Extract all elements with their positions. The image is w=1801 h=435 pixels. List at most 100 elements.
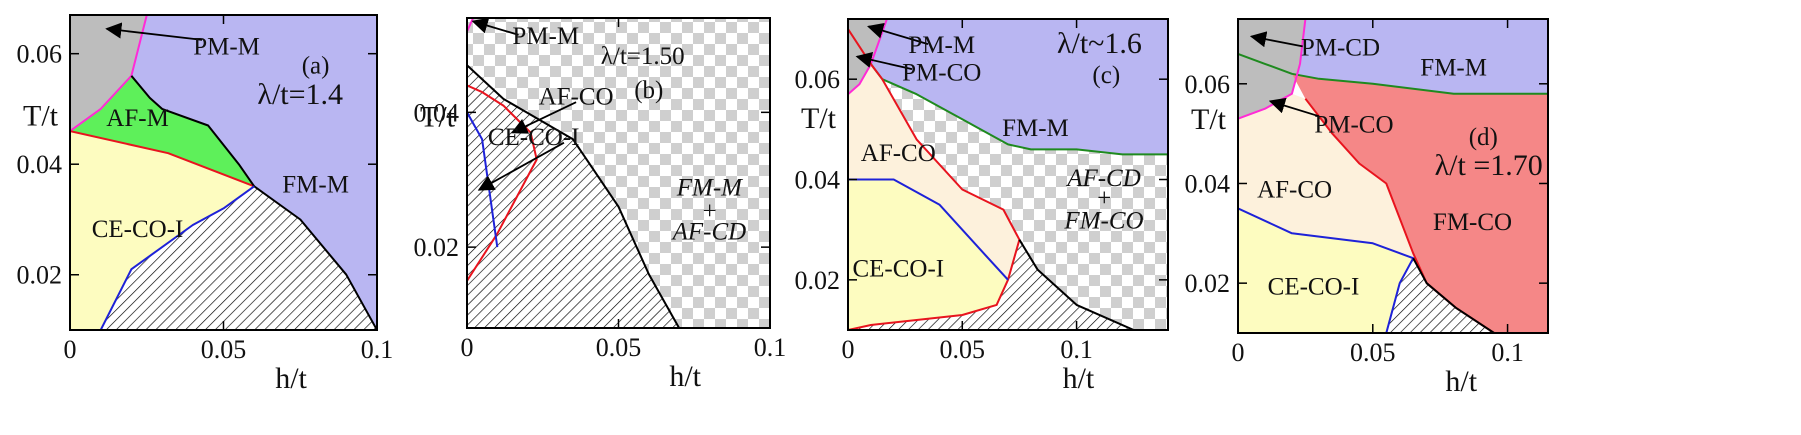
- boundary-red_line-1: [467, 84, 538, 282]
- region-label: +: [1096, 185, 1113, 212]
- boundary-magenta-1: [1238, 19, 1307, 120]
- annotation-arrow: [105, 22, 203, 41]
- x-tick-label: 0.05: [1350, 338, 1396, 367]
- region-label: AF-CD: [671, 218, 747, 245]
- boundary-black-4: [1018, 239, 1135, 330]
- y-tick-label: 0.02: [414, 233, 460, 262]
- region-blue_region-1: [870, 19, 1168, 155]
- region-label: FM-M: [1420, 54, 1487, 81]
- x-tick-label: 0.1: [361, 335, 394, 364]
- x-tick-label: 0: [461, 333, 474, 362]
- x-tick-label: 0: [842, 335, 855, 364]
- region-hatch-5: [848, 239, 1134, 330]
- annotation-arrow: [1249, 31, 1303, 48]
- x-tick-label: 0.1: [1060, 335, 1093, 364]
- y-axis-label: T/t: [801, 102, 837, 135]
- y-tick-label: 0.04: [795, 166, 841, 195]
- region-label: CE-CO-I: [92, 216, 184, 243]
- boundary-blue_line-3: [99, 185, 255, 330]
- region-label: λ/t=1.50: [601, 43, 685, 70]
- region-hatch-4: [100, 186, 377, 330]
- region-label: λ/t =1.70: [1435, 149, 1543, 182]
- y-axis-label: T/t: [1191, 103, 1227, 136]
- annotation-arrow: [477, 141, 565, 191]
- y-tick-label: 0.06: [1185, 70, 1231, 99]
- region-label: AF-CO: [539, 84, 614, 111]
- region-label: PM-CO: [902, 60, 981, 87]
- region-label: PM-CD: [1301, 34, 1380, 61]
- x-tick-label: 0.1: [754, 333, 787, 362]
- region-label: λ/t=1.4: [257, 78, 343, 111]
- region-label: PM-M: [908, 32, 975, 59]
- x-tick-label: 0: [1232, 338, 1245, 367]
- region-cream-3: [1238, 93, 1414, 259]
- region-label: (d): [1469, 124, 1498, 151]
- x-tick-label: 0: [64, 335, 77, 364]
- region-label: FM-M: [282, 172, 349, 199]
- boundary-magenta-0: [70, 15, 148, 132]
- region-label: CE-CO-I: [852, 255, 944, 282]
- annotation-arrow: [471, 17, 519, 36]
- region-label: PM-M: [512, 23, 579, 50]
- panel-c: 0 0.05 0.1 0.02 0.04 0.06 h/t T/t PM-MPM-CO λ/t~1…: [795, 18, 1169, 395]
- region-label: λ/t~1.6: [1057, 27, 1142, 60]
- region-label: AF-CO: [861, 140, 936, 167]
- x-tick-label: 0.05: [940, 335, 986, 364]
- boundary-green_line-1: [870, 63, 1168, 156]
- y-axis-label: T/t: [420, 101, 456, 134]
- boundary-black-2: [130, 75, 377, 330]
- x-axis-label: h/t: [1445, 365, 1477, 398]
- x-tick-label: 0.05: [596, 333, 642, 362]
- region-yellow-2: [70, 131, 255, 330]
- annotation-arrow: [855, 51, 913, 71]
- plot-frame: [1237, 18, 1549, 334]
- x-axis-label: h/t: [1063, 362, 1095, 395]
- y-axis-label: T/t: [23, 99, 59, 132]
- region-label: (b): [634, 77, 663, 104]
- boundary-black-4: [1412, 257, 1495, 333]
- y-tick-label: 0.02: [1185, 269, 1231, 298]
- region-red_region-2: [1291, 73, 1548, 333]
- region-label: FM-CO: [1063, 208, 1143, 235]
- y-tick-label: 0.06: [17, 40, 63, 69]
- annotation-arrow: [1268, 97, 1320, 118]
- y-tick-label: 0.04: [1185, 169, 1231, 198]
- region-label: CE-CO-I: [1268, 274, 1360, 301]
- boundary-blue_line-3: [1238, 207, 1415, 333]
- region-yellow-4: [1238, 208, 1414, 333]
- region-green-3: [70, 75, 255, 187]
- annotation-arrow: [867, 22, 929, 45]
- panel-a: 0 0.05 0.1 0.02 0.04 0.06 h/t T/t PM-M AF-M CE-CO-…: [17, 14, 394, 395]
- boundary-blue_line-3: [848, 178, 1009, 281]
- y-tick-label: 0.04: [414, 98, 460, 127]
- boundary-blue_line-2: [467, 111, 499, 248]
- boundary-red_line-1: [70, 130, 255, 188]
- region-label: FM-CO: [1433, 209, 1512, 236]
- boundary-magenta-0: [848, 19, 888, 95]
- region-label: PM-CO: [1314, 112, 1393, 139]
- boundary-black-0: [467, 64, 680, 328]
- region-label: (c): [1092, 62, 1120, 89]
- region-blue_region-0: [1238, 19, 1548, 94]
- x-axis-label: h/t: [669, 360, 701, 393]
- panel-d: 0 0.05 0.1 0.02 0.04 0.06 h/t T/t PM-CD FM-M PM-CO…: [1185, 18, 1549, 398]
- x-axis-label: h/t: [275, 362, 307, 395]
- annotation-arrow: [510, 101, 577, 134]
- y-tick-label: 0.02: [795, 266, 841, 295]
- region-label: +: [701, 198, 718, 225]
- region-yellow-4: [848, 179, 1008, 330]
- boundary-green_line-0: [1238, 52, 1548, 95]
- region-gray-1: [70, 15, 147, 132]
- x-tick-label: 0.05: [201, 335, 247, 364]
- x-tick-label: 0.1: [1491, 338, 1524, 367]
- region-label: FM-M: [1002, 115, 1069, 142]
- y-tick-label: 0.04: [17, 150, 63, 179]
- y-tick-label: 0.06: [795, 65, 841, 94]
- region-hatch-3: [467, 18, 680, 328]
- panel-b: 0 0.05 0.1 0.02 0.04 h/t T/t PM-M λ/t=1.50 AF-CO (…: [414, 17, 787, 393]
- y-tick-label: 0.02: [17, 261, 63, 290]
- region-label: PM-M: [193, 33, 260, 60]
- region-label: CE-CO-I: [488, 124, 580, 151]
- region-label: (a): [302, 53, 330, 80]
- region-label: FM-M: [676, 174, 743, 201]
